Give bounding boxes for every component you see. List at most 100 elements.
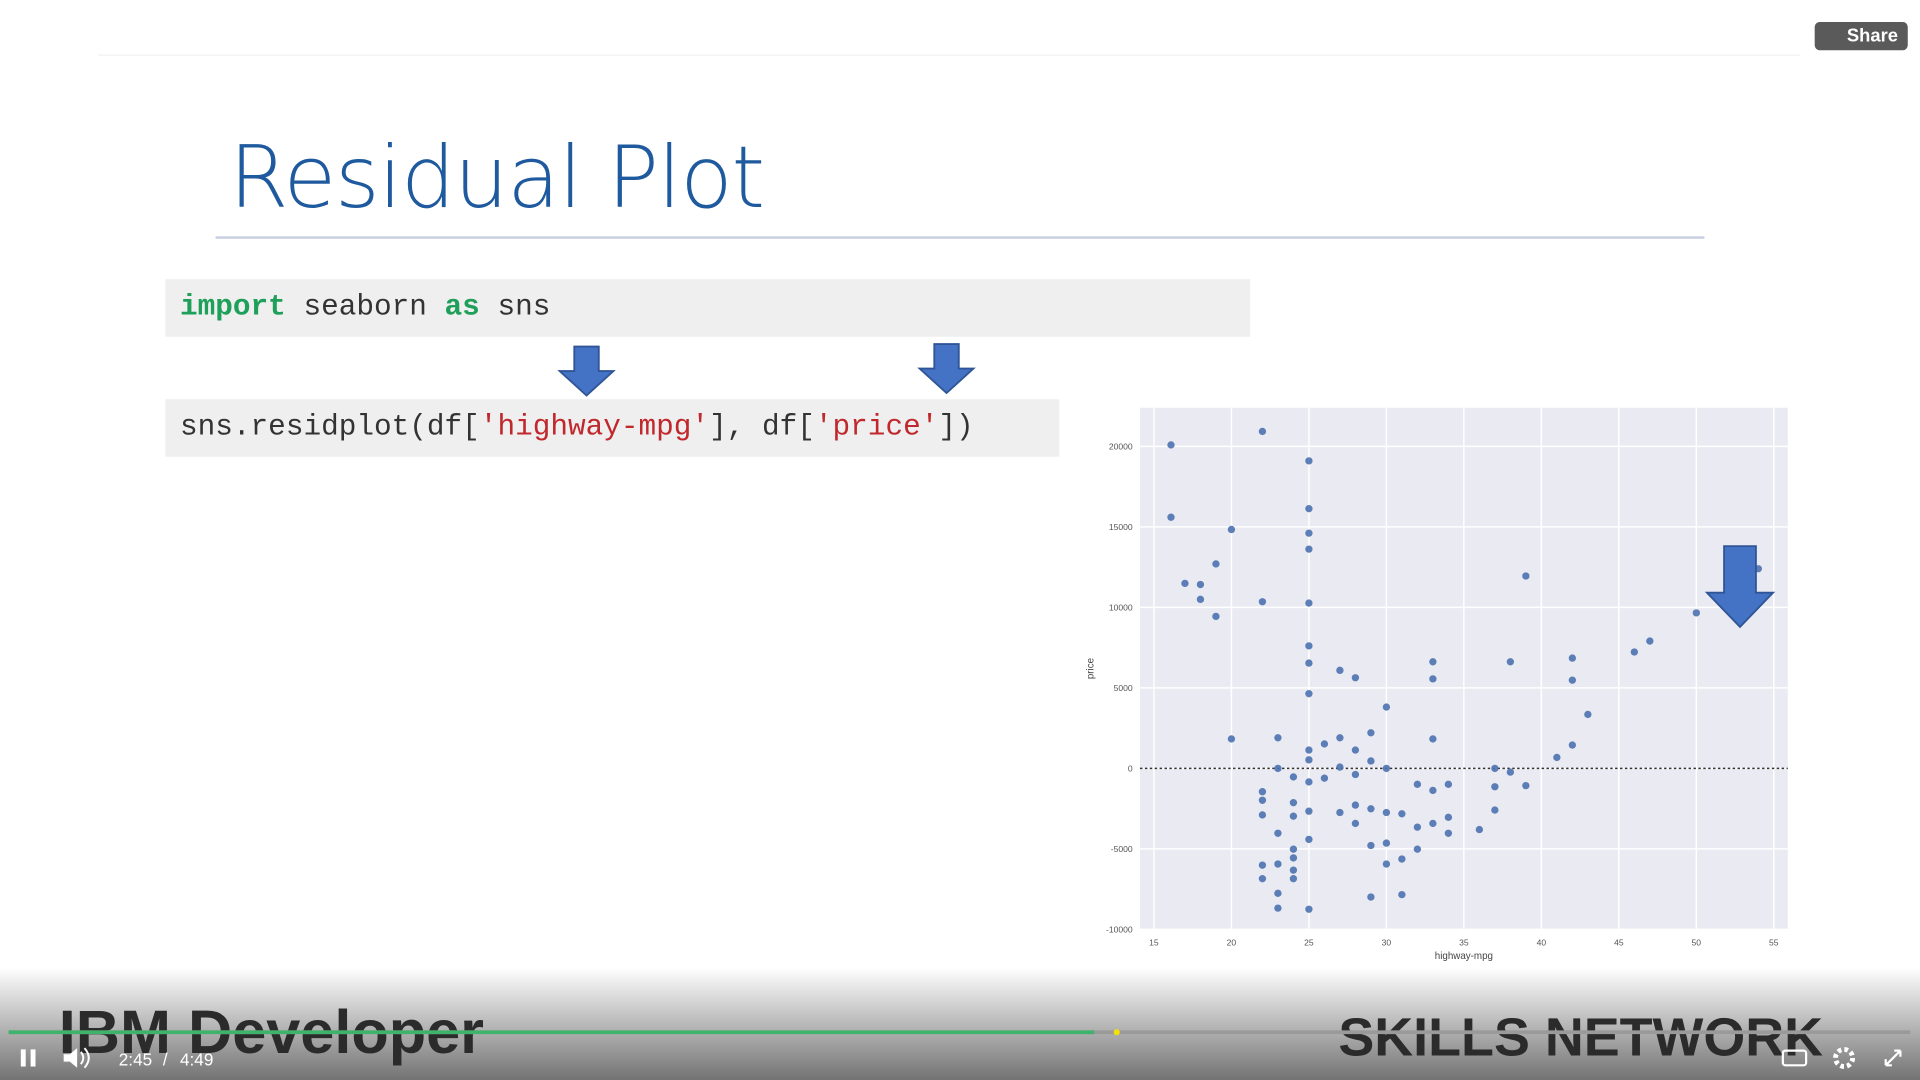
point [1351, 801, 1360, 809]
point [1289, 854, 1298, 862]
point [1167, 513, 1175, 521]
code-token: as [444, 291, 480, 325]
point [1274, 764, 1282, 773]
point [1320, 774, 1329, 782]
arrow [557, 345, 616, 397]
volume-button[interactable] [63, 1047, 90, 1069]
x-tick-label: 40 [1537, 937, 1547, 947]
point [1584, 710, 1592, 719]
footer-brand: SKILLS NETWORK [1338, 1008, 1823, 1068]
point [1336, 734, 1344, 742]
point [1305, 545, 1313, 553]
point [1258, 875, 1267, 883]
point [1491, 806, 1499, 814]
point [1258, 788, 1267, 796]
point [1475, 825, 1484, 834]
point [1305, 807, 1313, 815]
point [1351, 819, 1360, 828]
point [1320, 740, 1329, 748]
slide-title: Residual Plot [228, 127, 765, 228]
point [1305, 457, 1313, 465]
point [1289, 845, 1298, 853]
x-tick-label: 35 [1459, 937, 1469, 947]
point [1506, 768, 1515, 776]
pause-button[interactable] [20, 1049, 36, 1067]
point [1429, 735, 1437, 743]
point [1258, 861, 1267, 869]
point [1367, 893, 1375, 901]
point [1568, 676, 1577, 684]
point [1289, 866, 1298, 874]
code-token: 'price' [814, 411, 939, 445]
point [1274, 829, 1282, 837]
point [1692, 609, 1700, 617]
point [1506, 658, 1515, 666]
x-tick-label: 55 [1769, 937, 1779, 947]
point [1398, 855, 1406, 863]
point [1630, 648, 1639, 656]
point [1305, 529, 1313, 537]
point [1167, 441, 1175, 449]
point [1522, 572, 1530, 580]
point [1398, 810, 1406, 818]
y-tick-label: 10000 [1109, 602, 1133, 612]
point [1305, 778, 1313, 786]
point [1289, 875, 1298, 883]
point [1382, 764, 1391, 773]
point [1429, 675, 1437, 683]
point [1274, 860, 1282, 868]
point [1258, 427, 1267, 436]
y-tick-label: 15000 [1109, 522, 1133, 532]
point [1429, 658, 1437, 666]
point [1336, 666, 1344, 675]
share-button[interactable]: Share [1815, 22, 1908, 51]
point [1522, 781, 1530, 790]
point [1258, 811, 1267, 819]
point [1646, 637, 1654, 645]
point [1413, 780, 1422, 789]
y-tick-label: -10000 [1106, 924, 1133, 934]
point [1305, 835, 1313, 844]
point [1367, 805, 1375, 813]
point [1367, 757, 1375, 765]
x-tick-label: 20 [1227, 937, 1237, 947]
point [1382, 703, 1391, 711]
code-line: import seaborn as sns [165, 279, 1251, 337]
point [1196, 595, 1205, 604]
settings-button[interactable] [1833, 1046, 1856, 1069]
point [1491, 764, 1499, 773]
control-shade [0, 967, 1920, 1080]
point [1258, 598, 1267, 606]
code-token: sns [479, 291, 551, 325]
x-tick-label: 30 [1382, 937, 1392, 947]
y-tick-label: 0 [1128, 763, 1133, 773]
point [1212, 612, 1220, 621]
chapter-marker [1113, 1029, 1120, 1036]
point [1413, 823, 1422, 831]
point [1305, 905, 1313, 913]
point [1413, 845, 1422, 853]
residual-chart: 15 20 25 30 35 40 45 50 55 -10000 -5000 0 5000 10000 1… [1085, 407, 1788, 962]
y-axis-label: price [1085, 658, 1096, 679]
exit-fullscreen-button[interactable] [1884, 1049, 1902, 1067]
y-tick-label: 20000 [1109, 441, 1133, 451]
y-tick-label: 5000 [1114, 683, 1133, 693]
point [1429, 819, 1437, 828]
point [1196, 580, 1205, 589]
code-token: sns.residplot(df[ [180, 411, 480, 445]
point [1305, 599, 1313, 607]
point [1568, 654, 1577, 662]
captions-button[interactable] [1781, 1049, 1808, 1067]
x-tick-label: 50 [1692, 937, 1702, 947]
point [1274, 889, 1282, 897]
point [1258, 796, 1267, 804]
point [1351, 674, 1360, 682]
code-line: sns.residplot(df['highway-mpg'], df['pri… [165, 399, 1060, 457]
point [1305, 746, 1313, 754]
code-token: seaborn [285, 291, 445, 325]
point [1289, 799, 1298, 807]
duration: 4:49 [180, 1049, 214, 1069]
